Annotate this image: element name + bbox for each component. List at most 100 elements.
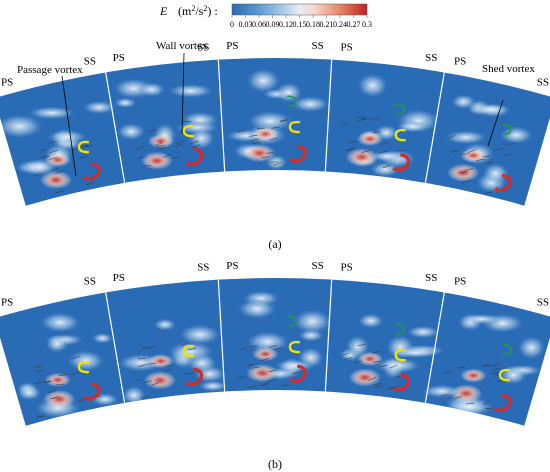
passage-vortex-core [450, 384, 483, 403]
pressure-side-label: PS [226, 40, 238, 52]
colorbar-tick-label: 0.03 [239, 20, 253, 29]
wall-vortex-core [252, 347, 279, 362]
velocity-vector [347, 147, 357, 151]
passage-vortex-arrowhead [288, 377, 295, 383]
velocity-vector [441, 393, 450, 397]
velocity-vector [250, 345, 259, 348]
velocity-vector [50, 396, 59, 400]
velocity-vector [157, 144, 166, 147]
wall-vortex-core [252, 127, 279, 142]
velocity-vector [138, 156, 147, 159]
velocity-vector [372, 118, 381, 120]
velocity-vector [507, 142, 516, 145]
velocity-vector [36, 415, 46, 418]
velocity-vector [50, 168, 59, 171]
velocity-vector [133, 378, 142, 381]
velocity-vector [269, 137, 278, 141]
velocity-vector [271, 126, 280, 129]
passage-vortex-arrow [396, 153, 411, 172]
velocity-vector [237, 130, 246, 133]
blade-passage [339, 313, 445, 390]
velocity-vector [86, 181, 95, 186]
wall-vortex-arrow [498, 368, 511, 382]
wall-vortex-arrow [77, 140, 90, 154]
velocity-vector [372, 131, 382, 134]
velocity-vector [265, 151, 274, 155]
pressure-side-label: PS [1, 296, 13, 308]
colorbar-tick-label: 0.06 [252, 20, 266, 29]
passage-separator [105, 72, 126, 183]
velocity-vector [192, 144, 201, 148]
velocity-vector [163, 154, 172, 158]
shed-vortex-arrow [395, 103, 405, 115]
velocity-vector [138, 358, 147, 360]
velocity-vector [260, 382, 269, 386]
wall-vortex-core [460, 368, 487, 383]
turbulence-patch [45, 335, 69, 353]
wall-vortex-arrow [288, 340, 301, 354]
velocity-vector [465, 402, 475, 405]
turbulence-patch [47, 130, 87, 144]
velocity-vector [55, 383, 65, 386]
velocity-vector [379, 151, 388, 153]
wall-vortex-core [147, 134, 174, 149]
turbulence-patch [499, 126, 533, 144]
velocity-vector [38, 149, 47, 151]
shed-vortex-arrow [501, 123, 512, 136]
passage-vortex-core [43, 390, 76, 409]
blade-passage [444, 94, 533, 195]
suction-side-label: SS [537, 296, 549, 308]
turbulence-patch [138, 82, 166, 97]
velocity-vector [273, 161, 282, 166]
passage-vortex-arrow [497, 393, 512, 413]
shed-vortex-arrow [286, 95, 297, 107]
passage-vortex-core [40, 170, 73, 189]
colorbar-tick-label: 0.27 [347, 20, 361, 29]
velocity-vector [281, 384, 290, 386]
velocity-vector [164, 364, 173, 367]
pressure-side-label: PS [454, 275, 466, 287]
passage-vortex-arrowhead [493, 186, 500, 192]
turbulence-patch [153, 318, 176, 331]
velocity-vector [79, 156, 88, 159]
turbulence-patch [469, 103, 511, 115]
velocity-vector [176, 140, 185, 144]
velocity-vector [143, 380, 152, 383]
velocity-vector [250, 138, 260, 141]
velocity-vector [268, 369, 277, 373]
velocity-vector [494, 147, 503, 151]
pressure-side-label: PS [341, 41, 353, 53]
turbulence-patch [246, 68, 280, 93]
blade-passage [0, 100, 116, 194]
velocity-vector [379, 364, 388, 367]
velocity-vector [374, 383, 383, 385]
velocity-vector [485, 407, 494, 410]
velocity-vector [459, 171, 468, 174]
velocity-vector [280, 119, 289, 123]
turbulence-patch [374, 357, 421, 373]
passage-vortex-core [447, 163, 480, 182]
turbulence-patch [444, 130, 487, 145]
velocity-vector [48, 389, 57, 394]
velocity-vector [237, 376, 246, 379]
blade-passage [237, 290, 332, 388]
pressure-side-label: PS [341, 261, 353, 273]
turbulence-patch [406, 325, 440, 339]
velocity-vector [374, 385, 383, 388]
turbulence-patch [67, 350, 104, 372]
turbulence-patch [179, 324, 221, 345]
velocity-vector [453, 396, 462, 400]
velocity-vector [449, 150, 458, 153]
blade-passage [226, 68, 329, 171]
velocity-vector [251, 366, 260, 369]
passage-vortex-arrowhead [184, 160, 191, 166]
turbulence-patch [246, 331, 289, 353]
velocity-vector [357, 344, 366, 347]
velocity-vector [353, 360, 362, 363]
velocity-vector [151, 382, 160, 386]
suction-side-label: SS [311, 40, 323, 52]
passage-vortex-arrow [292, 364, 307, 383]
wall-vortex-arrow [394, 128, 406, 142]
velocity-vector [249, 135, 258, 137]
